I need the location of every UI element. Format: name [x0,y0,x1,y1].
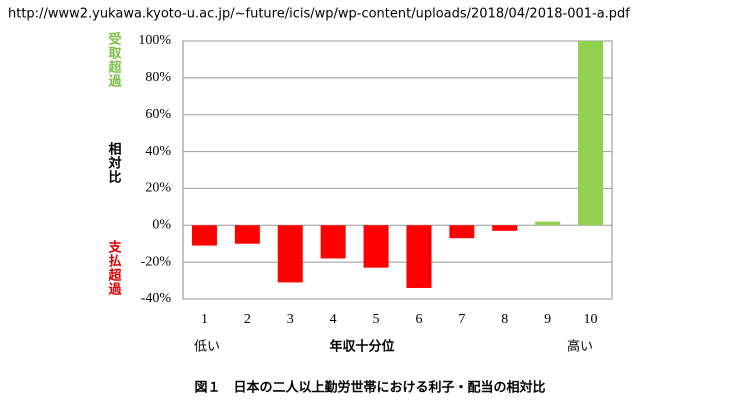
y-tick-label: 40% [145,144,171,159]
x-tick-label: 6 [415,312,422,327]
y-tick-label: -40% [141,291,172,306]
bar [234,225,260,244]
x-tick-label: 10 [584,312,598,327]
bar [492,225,518,231]
x-tick-label: 4 [330,312,337,327]
bar [535,221,561,226]
bar [320,225,346,259]
x-tick-label: 9 [544,312,551,327]
x-label-right: 高い [567,339,593,355]
x-tick-label: 5 [373,312,380,327]
y-tick-label: -20% [141,254,172,269]
x-label-left: 低い [194,340,220,355]
bar [363,225,389,268]
bar [277,225,303,283]
caption: 図１ 日本の二人以上勤労世帯における利子・配当の相対比 [194,380,545,396]
x-label: 年収十分位 [329,339,394,355]
plot-frame [182,40,613,300]
bar [191,225,217,246]
x-tick-label: 1 [201,312,208,327]
bar [406,225,432,288]
x-tick-label: 7 [458,312,465,327]
x-tick-label: 2 [244,312,251,327]
bar [449,225,475,239]
y-tick-label: 0% [152,218,171,233]
x-tick-label: 8 [501,312,508,327]
y-label-middle: 相対比 [106,141,123,184]
y-tick-label: 60% [145,107,171,122]
y-label-top: 受取超過 [106,31,123,88]
bar [578,41,604,226]
y-label-bottom: 支払超過 [106,239,123,296]
y-tick-label: 20% [145,181,171,196]
x-tick-label: 3 [287,312,294,327]
y-tick-label: 80% [145,70,171,85]
y-tick-label: 100% [138,33,171,48]
source-url: http://www2.yukawa.kyoto-u.ac.jp/~future… [8,7,630,22]
